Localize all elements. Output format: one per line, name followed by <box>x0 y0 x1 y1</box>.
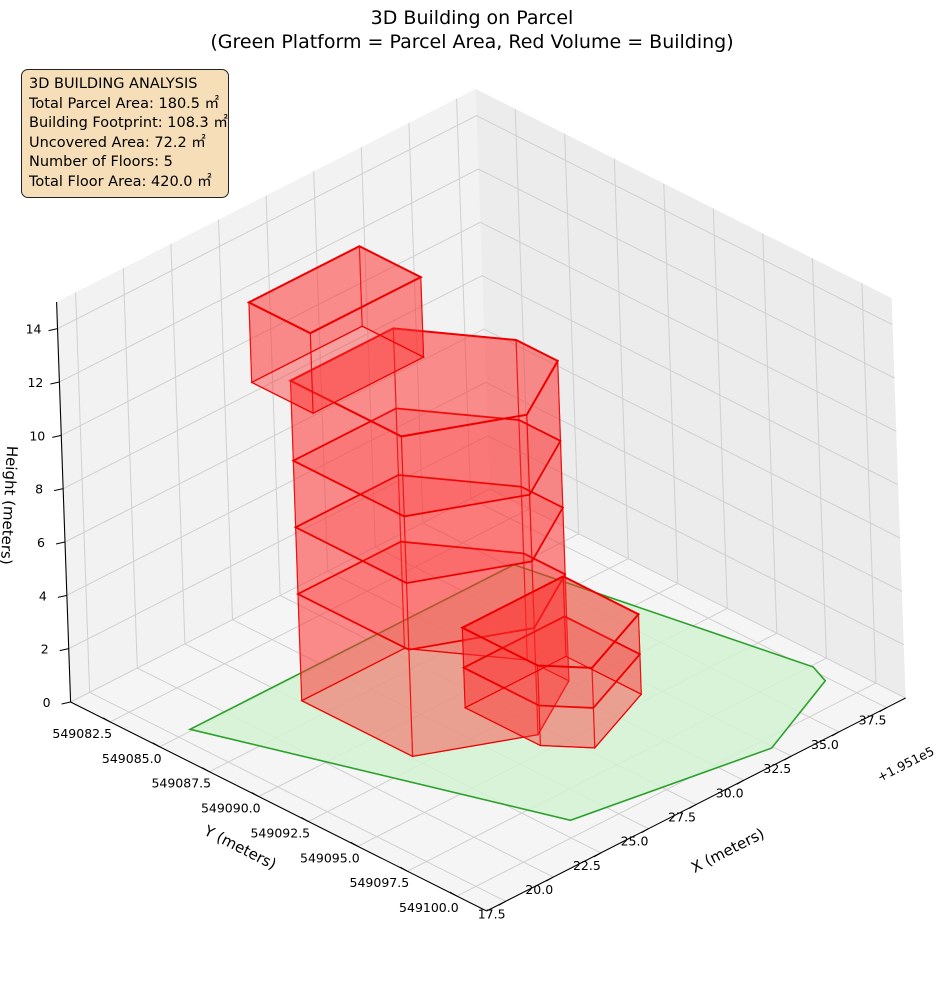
chart-title-line1: 3D Building on Parcel <box>370 7 574 29</box>
z-tick <box>52 434 62 438</box>
y-tick-label: 549092.5 <box>250 825 310 840</box>
x-tick-label: 22.5 <box>573 858 601 873</box>
x-tick-label: 32.5 <box>763 761 791 776</box>
x-offset-label: +1.951e5 <box>875 743 937 784</box>
building-floor-slab <box>295 540 567 651</box>
y-tick-label: 549090.0 <box>201 801 261 816</box>
info-line: Building Footprint: 108.3 ㎡ <box>29 115 228 131</box>
y-tick <box>350 841 359 847</box>
y-tick <box>301 816 309 822</box>
z-tick-label: 8 <box>35 482 43 497</box>
back-pane-yz <box>475 89 906 698</box>
z-tick-label: 10 <box>29 428 45 443</box>
z-gridline <box>62 275 899 490</box>
x-axis-label: X (meters) <box>688 824 767 876</box>
x-tick-label: 30.0 <box>716 785 744 800</box>
x-tick <box>736 779 744 785</box>
info-line: Total Floor Area: 420.0 ㎡ <box>29 173 212 190</box>
z-tick <box>59 648 69 652</box>
analysis-info-box: 3D BUILDING ANALYSIS Total Parcel Area: … <box>21 69 229 198</box>
x-tick <box>498 900 506 906</box>
z-gridline <box>59 168 895 383</box>
info-heading: 3D BUILDING ANALYSIS <box>29 76 198 92</box>
x-tick-label: 17.5 <box>478 906 506 921</box>
z-gridline <box>70 488 906 703</box>
y-tick <box>400 866 408 872</box>
x-tick <box>831 731 840 737</box>
y-tick <box>449 891 458 897</box>
z-tick-label: 6 <box>37 535 45 550</box>
building-base <box>300 647 570 758</box>
z-tick <box>48 328 58 332</box>
x-tick <box>879 707 887 713</box>
z-tick-label: 12 <box>27 375 43 390</box>
z-tick <box>50 381 60 385</box>
building-base <box>463 655 643 749</box>
building-floor-slab <box>293 474 565 585</box>
x-tick-label: 35.0 <box>811 737 839 752</box>
y-tick-label: 549085.0 <box>102 751 162 766</box>
z-gridline <box>57 115 893 330</box>
z-gridline <box>68 435 904 650</box>
z-tick <box>61 701 71 705</box>
y-tick-label: 549087.5 <box>151 776 211 791</box>
building-roof <box>460 575 641 669</box>
y-tick-label: 549100.0 <box>399 900 459 915</box>
building-roof <box>288 327 560 438</box>
x-tick <box>546 876 554 882</box>
info-line: Number of Floors: 5 <box>29 154 173 170</box>
z-gridline <box>64 328 901 543</box>
z-gridline <box>61 221 897 436</box>
y-tick-label: 549095.0 <box>300 850 360 865</box>
building-base <box>250 325 425 414</box>
x-tick-label: 37.5 <box>859 713 887 728</box>
data-marks <box>187 245 827 822</box>
building-floor-slab <box>291 407 562 518</box>
info-line: Total Parcel Area: 180.5 ㎡ <box>29 95 220 112</box>
x-tick-label: 27.5 <box>668 810 696 825</box>
y-tick-label: 549097.5 <box>350 875 410 890</box>
y-axis-line <box>70 701 487 912</box>
building-floor-slab <box>461 615 642 709</box>
z-axis-line <box>56 301 72 703</box>
x-tick <box>641 828 649 834</box>
z-tick-label: 0 <box>43 695 51 710</box>
y-tick <box>202 767 210 773</box>
x-tick-label: 20.0 <box>525 882 553 897</box>
z-tick-label: 4 <box>39 588 47 603</box>
z-tick <box>55 541 66 545</box>
building-roof <box>246 245 424 335</box>
chart-title: 3D Building on Parcel (Green Platform = … <box>0 6 944 54</box>
info-line: Uncovered Area: 72.2 ㎡ <box>29 134 206 151</box>
y-tick <box>152 742 160 748</box>
z-axis-label: Height (meters) <box>0 445 21 565</box>
y-tick-label: 549082.5 <box>52 726 112 741</box>
z-tick-label: 14 <box>26 322 42 337</box>
z-tick-label: 2 <box>41 642 49 657</box>
z-tick <box>57 594 67 598</box>
z-gridline <box>66 381 903 596</box>
chart-title-line2: (Green Platform = Parcel Area, Red Volum… <box>210 31 734 53</box>
x-tick <box>784 755 792 761</box>
y-tick <box>251 792 260 797</box>
x-tick-label: 25.0 <box>621 834 649 849</box>
x-tick <box>688 804 697 809</box>
z-tick <box>54 488 64 492</box>
x-tick <box>593 852 602 858</box>
y-tick <box>102 717 111 723</box>
